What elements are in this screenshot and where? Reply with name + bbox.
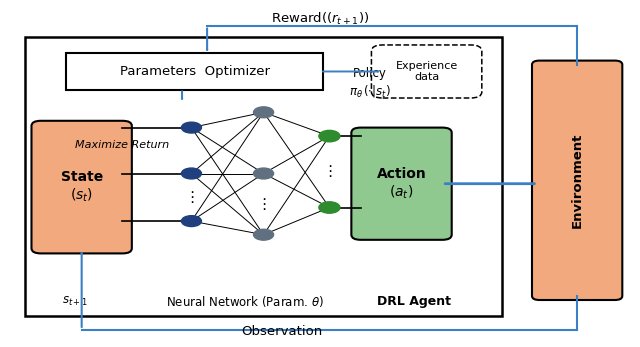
Text: Neural Network (Param. $\theta$): Neural Network (Param. $\theta$) <box>166 294 324 308</box>
FancyBboxPatch shape <box>66 53 323 90</box>
Circle shape <box>253 168 273 179</box>
Text: ⋮: ⋮ <box>184 190 199 205</box>
Text: DRL Agent: DRL Agent <box>377 295 451 307</box>
Circle shape <box>181 168 202 179</box>
Circle shape <box>253 229 273 240</box>
Text: ⋮: ⋮ <box>256 197 271 212</box>
Text: Experience
data: Experience data <box>396 61 458 82</box>
Circle shape <box>181 122 202 133</box>
FancyBboxPatch shape <box>25 37 502 316</box>
FancyBboxPatch shape <box>351 128 452 240</box>
Text: Action
$(a_t)$: Action $(a_t)$ <box>377 167 426 201</box>
Text: $s_{t+1}$: $s_{t+1}$ <box>63 295 88 307</box>
FancyBboxPatch shape <box>532 61 622 300</box>
Text: Reward$((r_{t+1}))$: Reward$((r_{t+1}))$ <box>271 11 369 27</box>
Circle shape <box>319 202 340 213</box>
Circle shape <box>253 107 273 118</box>
Text: Parameters  Optimizer: Parameters Optimizer <box>120 65 269 78</box>
Text: Policy
$\pi_\theta\,(\cdot|s_t)$: Policy $\pi_\theta\,(\cdot|s_t)$ <box>349 67 391 99</box>
Text: State
$(s_t)$: State $(s_t)$ <box>61 170 103 204</box>
FancyBboxPatch shape <box>31 121 132 253</box>
Text: Environment: Environment <box>571 133 584 228</box>
Circle shape <box>319 130 340 142</box>
Text: Maximize Return: Maximize Return <box>76 139 170 150</box>
FancyBboxPatch shape <box>371 45 482 98</box>
Text: ⋮: ⋮ <box>322 164 337 179</box>
Circle shape <box>181 216 202 227</box>
Text: Observation: Observation <box>242 325 323 338</box>
